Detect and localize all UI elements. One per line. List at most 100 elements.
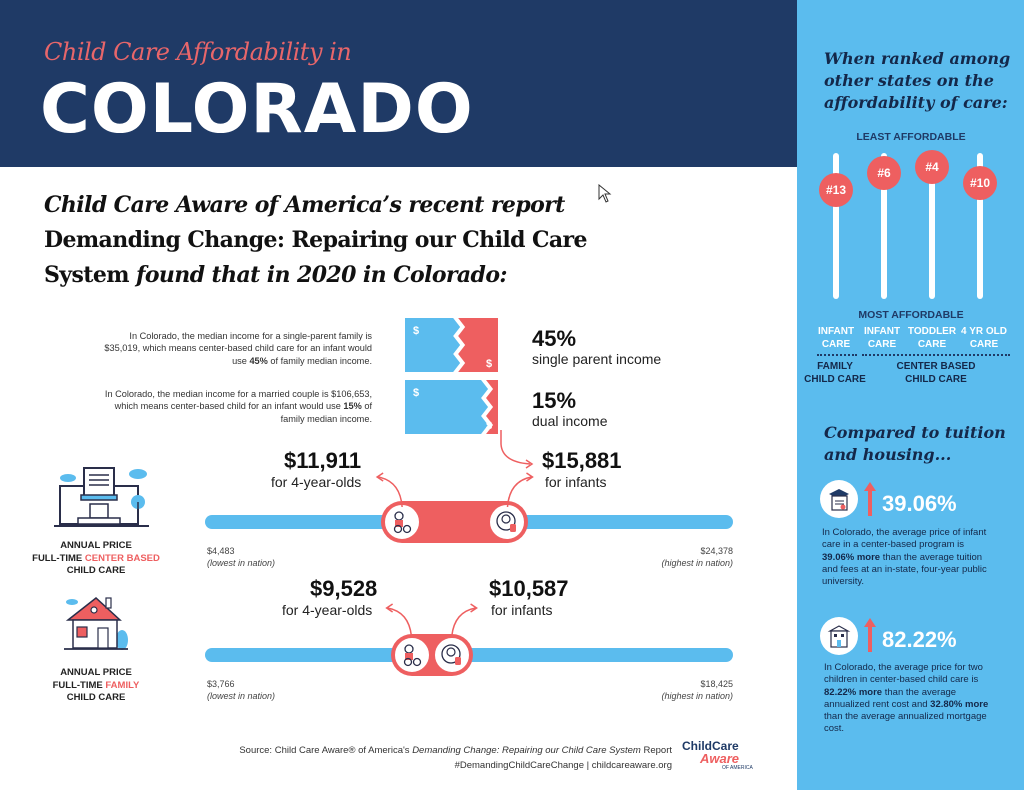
category-line2: CARE (917, 339, 947, 350)
mouse-cursor-icon (598, 184, 612, 203)
income-dual-bar: $$ (405, 380, 498, 434)
income-dual-percent: 15% (532, 388, 577, 413)
header-title: COLORADO (40, 70, 474, 149)
housing-stat-value: 82.22% (882, 627, 957, 652)
income-single-bold: 45% (249, 355, 268, 366)
income-remaining-segment (405, 318, 461, 372)
rank-track (881, 153, 887, 299)
source-report-title: Demanding Change: Repairing our Child Ca… (412, 745, 641, 756)
header-subtitle: Child Care Affordability in (44, 38, 352, 66)
tuition-stat-value: 39.06% (882, 491, 957, 516)
house-icon (64, 597, 128, 650)
category-line1: TODDLER (907, 326, 957, 337)
center-infant-marker (488, 503, 527, 541)
connector-arrow (500, 430, 534, 469)
dollar-icon: $ (486, 420, 492, 432)
income-remaining-segment (405, 380, 489, 434)
apartment-icon (820, 617, 858, 655)
baby-icon (440, 644, 461, 665)
rank-badge-family-infant: #13 (819, 173, 853, 207)
family-4yr-marker (392, 636, 431, 674)
center-label-line1: ANNUAL PRICE (60, 540, 132, 551)
family-4yr-label: for 4-year-olds (282, 602, 373, 618)
income-single-label: single parent income (532, 351, 662, 367)
category-line2: CARE (867, 339, 897, 350)
intro-line3-italic: found that in 2020 in Colorado: (135, 262, 508, 288)
income-single-text-a: In Colorado, the median income for a sin… (104, 331, 372, 366)
income-single-text: In Colorado, the median income for a sin… (100, 330, 372, 367)
arrow-to-infant-price (450, 607, 476, 639)
category-family-infant: INFANT CARE (810, 325, 862, 351)
intro-line1: Child Care Aware of America’s recent rep… (44, 192, 565, 218)
category-center-infant: INFANT CARE (856, 325, 908, 351)
compare-heading: Compared to tuition and housing... (824, 423, 1006, 464)
up-arrow-icon (864, 482, 876, 516)
dollar-icon: $ (486, 358, 492, 370)
category-line2: CARE (821, 339, 851, 350)
center-min-label: (lowest in nation) (207, 558, 276, 568)
center-label-line3: CHILD CARE (66, 565, 126, 576)
child-bike-icon (393, 511, 412, 534)
center-label-accent: CENTER BASED (84, 552, 160, 564)
most-affordable-label: MOST AFFORDABLE (858, 309, 964, 321)
income-single-bar: $$ (405, 318, 498, 372)
category-line1: 4 YR OLD (961, 326, 1007, 337)
child-bike-icon (403, 644, 421, 667)
income-dual-label: dual income (532, 413, 608, 429)
up-arrow-icon (864, 618, 876, 652)
diploma-icon (820, 480, 858, 518)
center-4yr-label: for 4-year-olds (271, 474, 362, 490)
center-max: $24,378 (highest in nation) (633, 545, 733, 569)
income-childcare-segment (458, 318, 498, 372)
center-min: $4,483 (lowest in nation) (207, 545, 275, 569)
arrow-to-4yr-price (377, 476, 403, 508)
income-single-text-b: of family median income. (267, 355, 372, 366)
baby-icon (496, 511, 517, 532)
family-max: $18,425 (highest in nation) (633, 678, 733, 702)
family-infant-marker (432, 636, 471, 674)
sidebar-panel (797, 0, 1024, 790)
rank-track (929, 153, 935, 299)
center-label-prefix: FULL-TIME (32, 552, 85, 564)
building-icon (54, 467, 149, 527)
arrowhead-infant (526, 472, 534, 482)
rank-badge-center-infant: #6 (867, 156, 901, 190)
rank-badge-center-4yr: #10 (963, 166, 997, 200)
center-max-label: (highest in nation) (661, 558, 733, 568)
dollar-icon: $ (413, 387, 419, 399)
source-citation: Source: Child Care Aware® of America's D… (200, 743, 672, 773)
center-4yr-price: $11,911 (284, 448, 362, 473)
housing-bold-rent: 82.22% more (824, 686, 883, 698)
center-infant-price: $15,881 (542, 448, 622, 473)
family-label: ANNUAL PRICE FULL-TIME FAMILY CHILD CARE (21, 667, 171, 705)
housing-stat-text: In Colorado, the average price for two c… (824, 662, 999, 736)
tuition-stat-text: In Colorado, the average price of infant… (822, 527, 997, 588)
dollar-icon: $ (413, 325, 419, 337)
rank-track (977, 153, 983, 299)
center-infant-label: for infants (545, 474, 607, 490)
logo-line1: ChildCare (682, 739, 739, 753)
income-dual-text-a: In Colorado, the median income for a mar… (104, 389, 372, 412)
family-max-value: $18,425 (700, 679, 733, 689)
tuition-bold: 39.06% more (822, 551, 881, 563)
ranking-heading: When ranked among other states on the af… (824, 49, 1011, 112)
logo-line3: OF AMERICA (722, 765, 753, 771)
income-single-percent: 45% (532, 326, 577, 351)
arrowhead-4yr (385, 603, 394, 613)
family-label-accent: FAMILY (105, 679, 140, 691)
tuition-text-a: In Colorado, the average price of infant… (822, 527, 987, 551)
source-hashtag-link[interactable]: #DemandingChildCareChange | childcareawa… (454, 760, 672, 771)
center-based-label: ANNUAL PRICE FULL-TIME CENTER BASED CHIL… (21, 540, 171, 578)
center-price-arrows (375, 472, 534, 508)
family-min-value: $3,766 (207, 679, 235, 689)
arrow-to-4yr-price (387, 607, 413, 639)
income-dual-bold: 15% (343, 401, 362, 412)
category-center-toddler: TODDLER CARE (906, 325, 958, 351)
group-center-label: CENTER BASED CHILD CARE (896, 361, 976, 385)
family-4yr-price: $9,528 (310, 576, 378, 601)
income-dual-text-b: of family median income. (280, 401, 372, 424)
housing-bold-mortgage: 32.80% more (930, 698, 989, 710)
family-label-line3: CHILD CARE (66, 692, 126, 703)
arrowhead-infant (470, 603, 478, 613)
family-infant-price: $10,587 (489, 576, 569, 601)
